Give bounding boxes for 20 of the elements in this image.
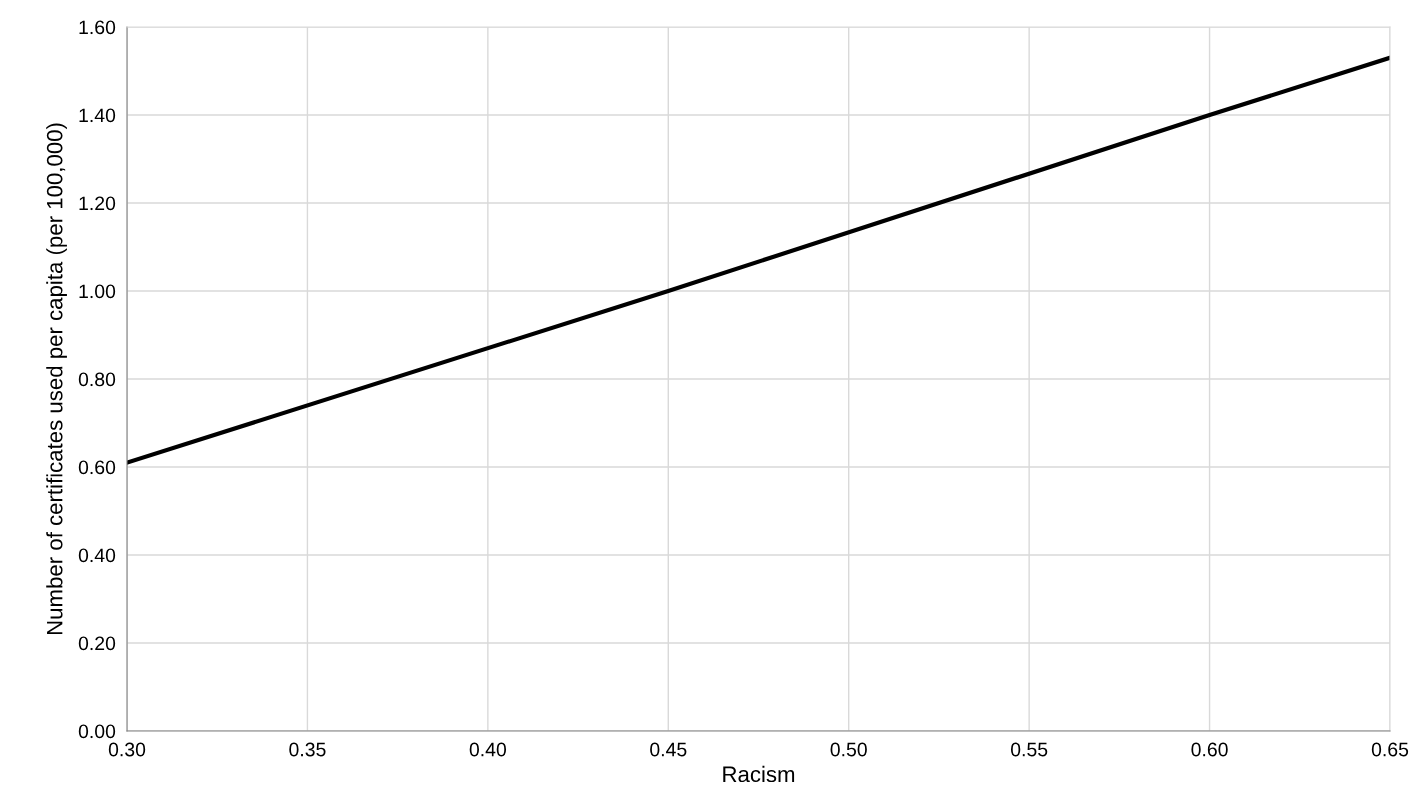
x-tick-label: 0.35 xyxy=(289,742,326,757)
y-tick-label: 1.00 xyxy=(79,284,116,299)
y-tick-label: 1.40 xyxy=(79,108,116,123)
x-tick-label: 0.40 xyxy=(469,742,507,757)
y-tick-label: 0.80 xyxy=(78,372,116,387)
x-tick-label: 0.45 xyxy=(650,742,687,757)
x-tick-label: 0.30 xyxy=(108,742,146,757)
y-tick-label: 1.60 xyxy=(79,20,116,35)
y-axis-title: Number of certificates used per capita (per 100,000) xyxy=(46,123,67,635)
y-tick-label: 0.40 xyxy=(78,548,116,563)
line-series xyxy=(127,55,1390,465)
y-tick-label: 0.60 xyxy=(78,460,116,475)
x-axis-title: Racism xyxy=(723,765,795,783)
y-tick-label: 0.00 xyxy=(78,724,116,739)
x-tick-label: 0.55 xyxy=(1010,742,1048,757)
y-tick-label: 1.20 xyxy=(79,196,116,211)
x-tick-label: 0.50 xyxy=(830,742,867,757)
x-tick-label: 0.60 xyxy=(1191,742,1228,757)
x-tick-label: 0.65 xyxy=(1371,742,1409,757)
y-tick-label: 0.20 xyxy=(78,636,116,651)
